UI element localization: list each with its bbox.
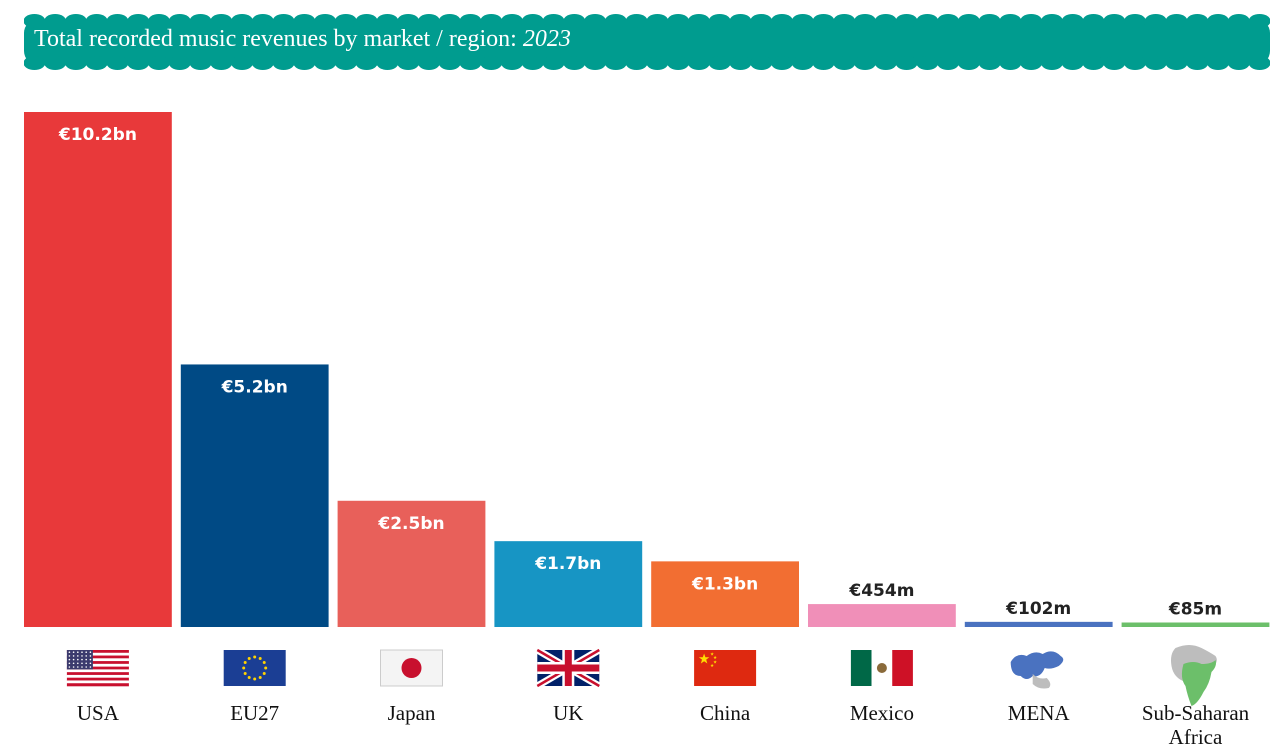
bar-value-label: €454m: [848, 581, 914, 601]
category-label: UK: [553, 701, 583, 725]
africa-map-icon: [1171, 645, 1217, 706]
uk-flag-icon: [535, 646, 602, 690]
china-flag-icon: [694, 650, 757, 686]
bar-sub-saharan-africa: [1121, 622, 1270, 627]
bar-value-label: €1.3bn: [691, 574, 758, 594]
bar-mena: [964, 621, 1113, 627]
japan-flag-icon: [380, 649, 443, 687]
category-label: China: [700, 701, 751, 725]
bar-value-label: €2.5bn: [377, 514, 444, 534]
bar-china: [651, 561, 799, 627]
chart-title: Total recorded music revenues by market …: [34, 26, 571, 53]
chart-title-text: Total recorded music revenues by market …: [34, 26, 523, 52]
mena-map-icon: [1010, 651, 1064, 689]
bar-mexico: [808, 604, 956, 627]
category-label: EU27: [230, 701, 279, 725]
bar-value-label: €85m: [1168, 600, 1222, 620]
category-label: Sub-Saharan Africa: [1142, 701, 1250, 748]
bar-value-label: €102m: [1005, 599, 1071, 619]
category-label: USA: [77, 701, 120, 725]
category-label: Mexico: [850, 701, 914, 725]
title-banner: [24, 14, 1270, 70]
bar-japan: [337, 500, 486, 627]
category-label: MENA: [1008, 701, 1071, 725]
eu-flag-icon: [223, 650, 286, 686]
bar-value-label: €1.7bn: [534, 554, 601, 574]
chart-title-year: 2023: [522, 26, 571, 52]
bar-eu27: [180, 364, 329, 627]
category-label: Japan: [388, 701, 436, 725]
usa-flag-icon: [66, 650, 129, 687]
bar-usa: [24, 112, 172, 627]
bar-uk: [494, 541, 643, 627]
mexico-flag-icon: [850, 650, 913, 686]
bar-value-label: €10.2bn: [58, 125, 137, 145]
bar-value-label: €5.2bn: [221, 377, 288, 397]
